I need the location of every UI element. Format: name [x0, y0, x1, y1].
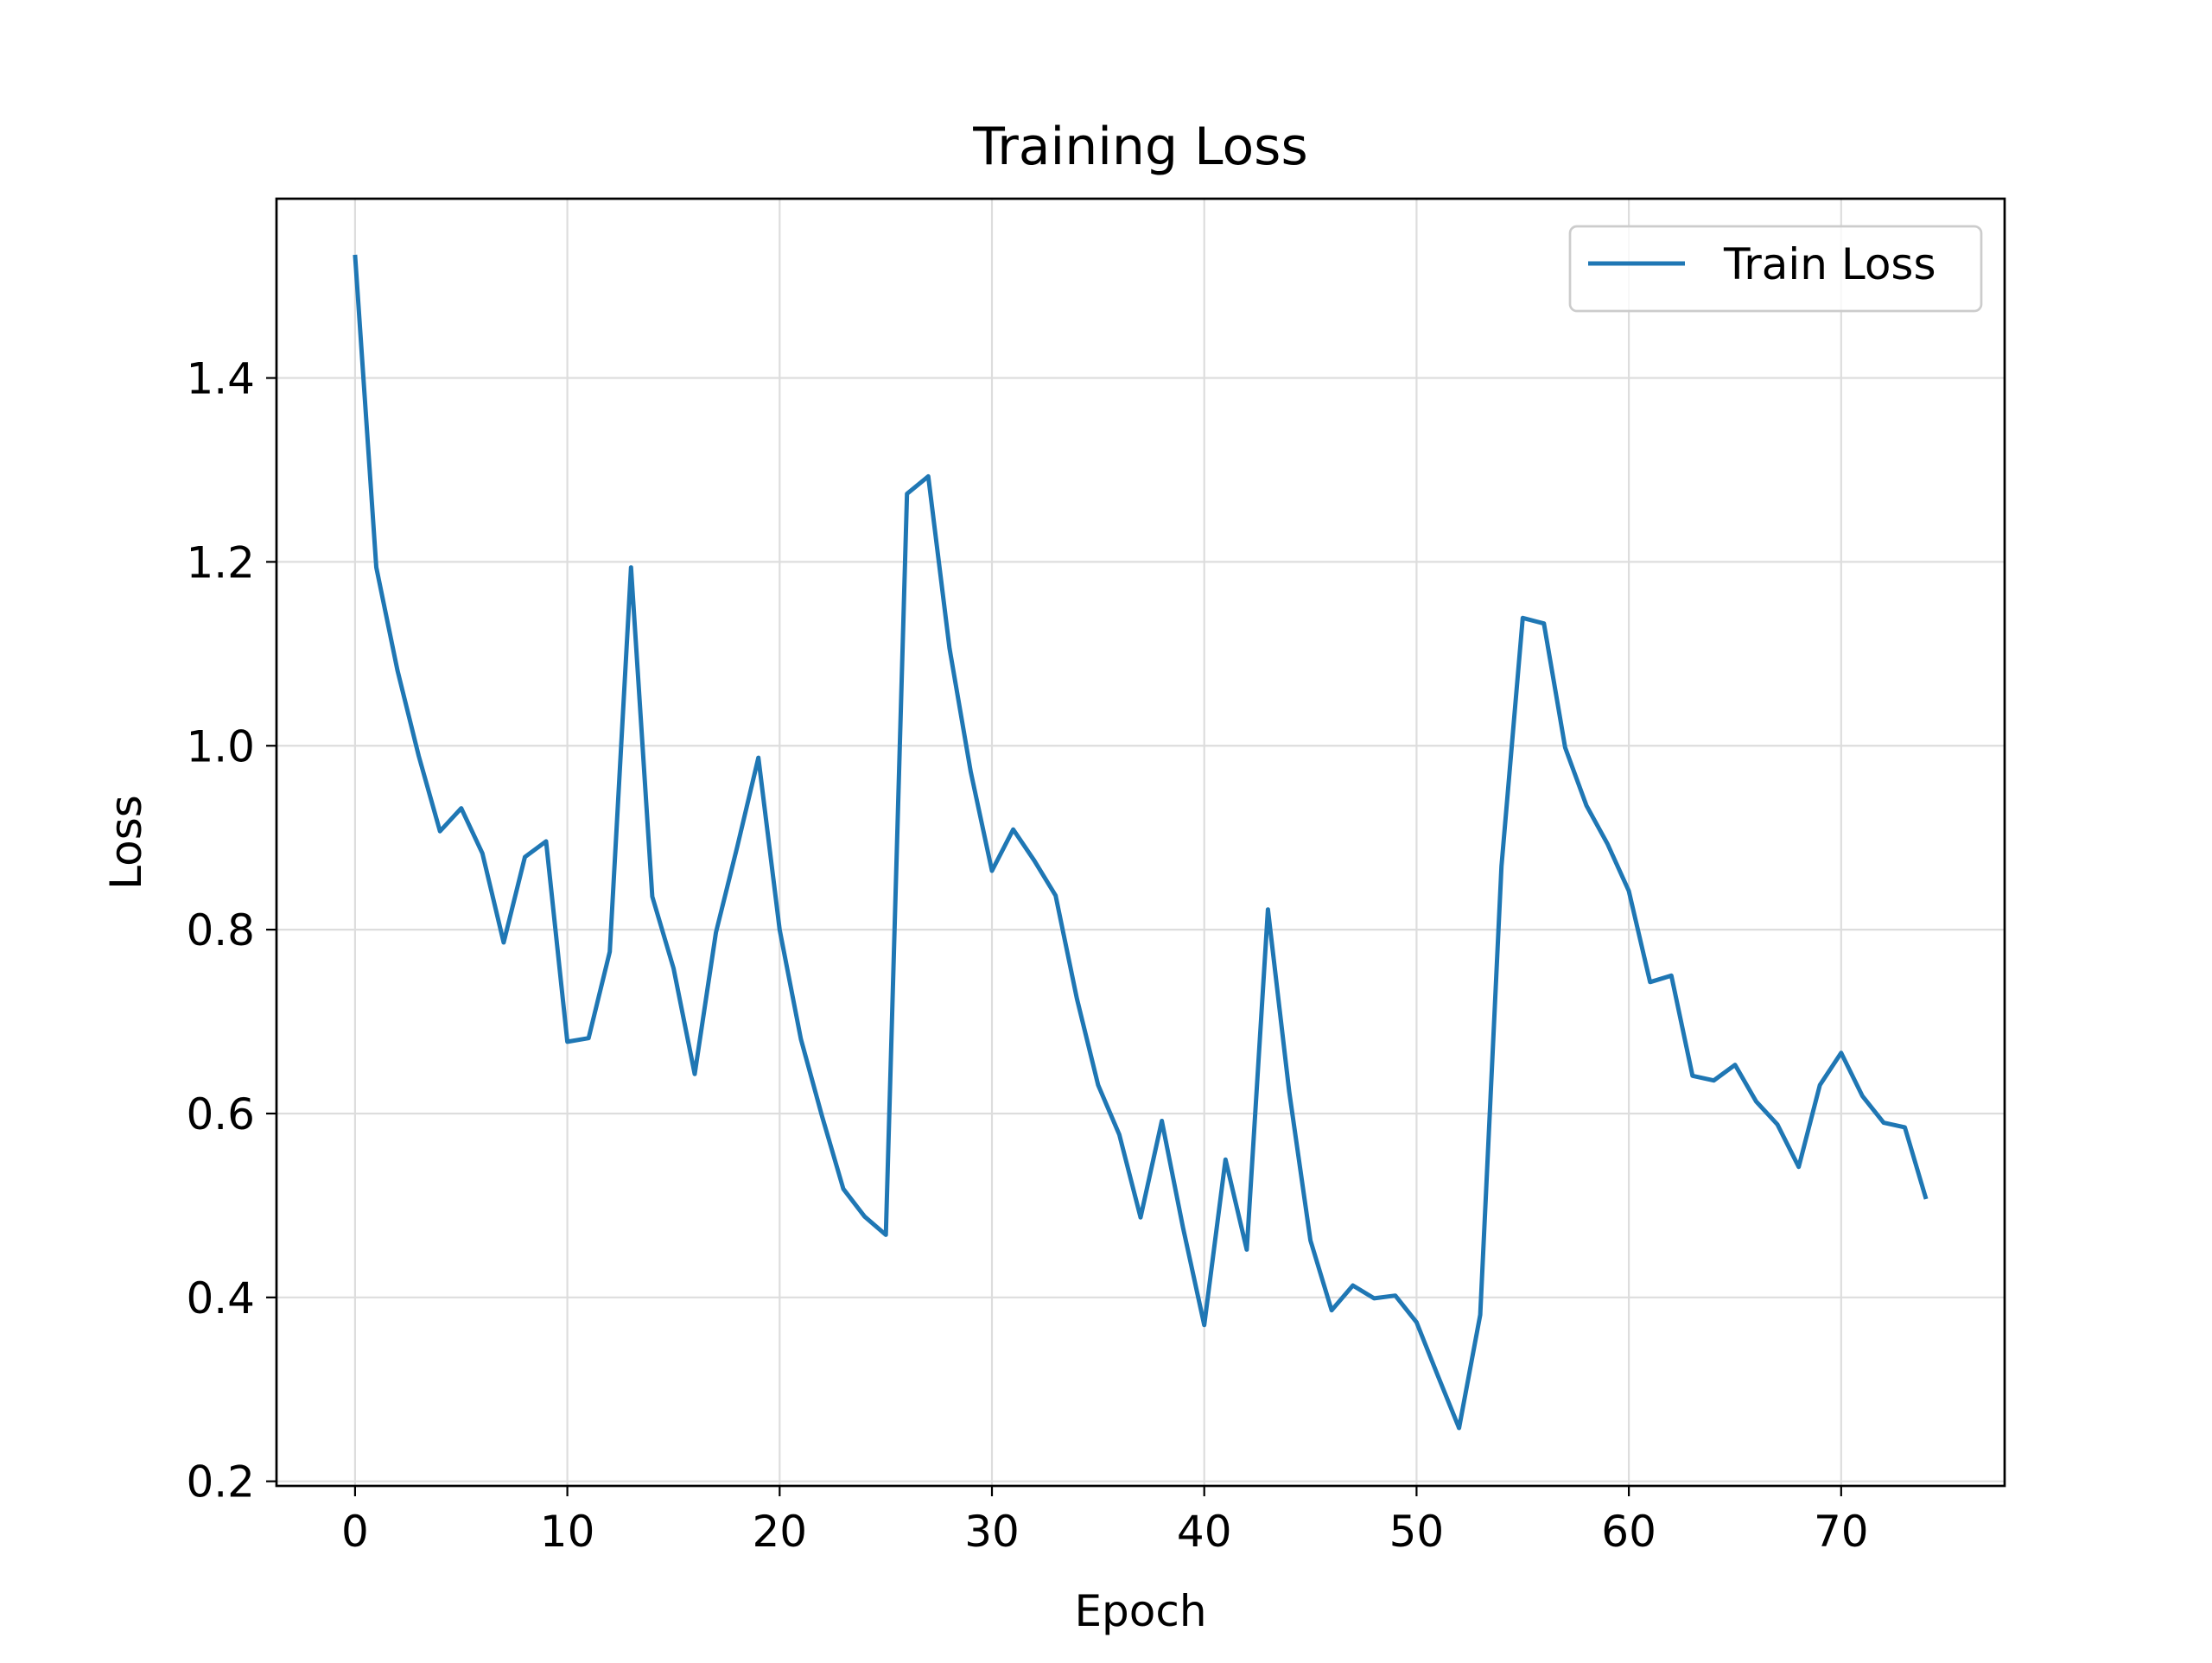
- y-tick-label: 0.6: [186, 1089, 255, 1139]
- x-tick-label: 20: [752, 1507, 807, 1557]
- tick-layer: 0 10 20 30 40 50 60 70 0.2 0.4 0.6 0.8 1.0 1.2 1.4: [186, 354, 1868, 1557]
- x-tick-label: 0: [341, 1507, 369, 1557]
- plot-frame: [275, 197, 2006, 1488]
- legend-box: [1568, 225, 1983, 313]
- x-tick-label: 10: [540, 1507, 595, 1557]
- x-tick-label: 30: [964, 1507, 1020, 1557]
- chart-title: Training Loss: [972, 117, 1307, 177]
- x-tick-label: 50: [1389, 1507, 1445, 1557]
- y-tick-label: 0.8: [186, 905, 255, 955]
- x-axis-label: Epoch: [1074, 1586, 1206, 1636]
- legend: Train Loss: [1568, 225, 1983, 313]
- y-tick-label: 0.4: [186, 1273, 255, 1323]
- y-tick-label: 1.0: [186, 721, 255, 771]
- y-tick-label: 1.2: [186, 537, 255, 587]
- y-tick-label: 0.2: [186, 1457, 255, 1507]
- grid-layer: [276, 199, 2005, 1486]
- legend-label-train-loss: Train Loss: [1723, 239, 1936, 289]
- series-layer: [353, 254, 1929, 1431]
- x-tick-label: 40: [1177, 1507, 1232, 1557]
- y-axis-label: Loss: [101, 795, 151, 890]
- y-tick-label: 1.4: [186, 354, 255, 404]
- x-tick-label: 60: [1601, 1507, 1656, 1557]
- x-tick-label: 70: [1814, 1507, 1869, 1557]
- series-line-train-loss: [353, 254, 1929, 1431]
